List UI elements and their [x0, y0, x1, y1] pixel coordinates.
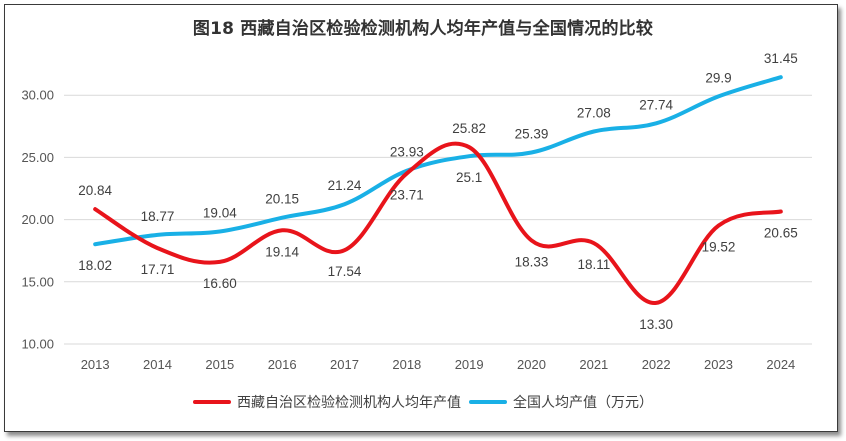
- line-layer: [93, 75, 783, 305]
- data-label-xizang-2019: 25.82: [452, 121, 486, 136]
- legend-swatch-xizang: [193, 400, 231, 404]
- data-label-xizang-2013: 20.84: [78, 183, 112, 198]
- data-label-xizang-2023: 19.52: [702, 240, 736, 255]
- data-label-national-2019: 25.1: [456, 170, 482, 185]
- x-tick-label-2023: 2023: [704, 357, 733, 372]
- legend-label-xizang: 西藏自治区检验检测机构人均年产值: [237, 395, 461, 411]
- axis-layer: 10.00 15.00 20.00 25.00 30.00 2013 2014 2015 201…: [21, 88, 795, 372]
- data-label-national-2021: 27.08: [577, 106, 611, 121]
- data-label-xizang-2017: 17.54: [328, 264, 362, 279]
- data-label-xizang-2014: 17.71: [141, 262, 175, 277]
- data-label-national-2013: 18.02: [78, 258, 112, 273]
- y-tick-label: 10.00: [21, 337, 54, 352]
- x-tick-label-2018: 2018: [392, 357, 421, 372]
- data-label-xizang-2020: 18.33: [515, 254, 549, 269]
- legend-item-xizang[interactable]: 西藏自治区检验检测机构人均年产值: [193, 392, 461, 412]
- data-label-national-2022: 27.74: [639, 97, 673, 112]
- grid-layer: [64, 94, 812, 345]
- chart-frame: [4, 4, 838, 432]
- data-label-national-2023: 29.9: [705, 70, 731, 85]
- x-tick-label-2017: 2017: [330, 357, 359, 372]
- x-tick-label-2022: 2022: [642, 357, 671, 372]
- x-tick-label-2024: 2024: [766, 357, 795, 372]
- data-label-national-2015: 19.04: [203, 206, 237, 221]
- legend-item-national[interactable]: 全国人均产值（万元）: [469, 392, 653, 412]
- x-tick-label-2013: 2013: [81, 357, 110, 372]
- data-label-xizang-2022: 13.30: [639, 317, 673, 332]
- chart-legend: 西藏自治区检验检测机构人均年产值 全国人均产值（万元）: [0, 392, 846, 412]
- x-tick-label-2015: 2015: [205, 357, 234, 372]
- series-line-national: [93, 75, 783, 247]
- data-label-national-2024: 31.45: [764, 51, 798, 66]
- y-tick-label: 20.00: [21, 212, 54, 227]
- y-tick-label: 30.00: [21, 88, 54, 103]
- data-label-xizang-2024: 20.65: [764, 226, 798, 241]
- x-tick-label-2019: 2019: [455, 357, 484, 372]
- x-tick-label-2014: 2014: [143, 357, 172, 372]
- y-tick-label: 25.00: [21, 150, 54, 165]
- chart-title: 图18 西藏自治区检验检测机构人均年产值与全国情况的比较: [192, 19, 654, 39]
- x-tick-label-2020: 2020: [517, 357, 546, 372]
- series-line-xizang: [93, 141, 783, 305]
- data-label-xizang-2018: 23.71: [390, 187, 424, 202]
- data-label-national-2016: 20.15: [265, 192, 299, 207]
- data-label-national-2018: 23.93: [390, 145, 424, 160]
- data-label-xizang-2016: 19.14: [265, 244, 299, 259]
- data-label-national-2014: 18.77: [141, 209, 175, 224]
- data-label-layer: 20.84 18.02 17.71 18.77 16.60 19.04 19.14 20.15…: [78, 51, 797, 332]
- y-tick-label: 15.00: [21, 274, 54, 289]
- data-label-national-2020: 25.39: [515, 127, 549, 142]
- data-label-national-2017: 21.24: [328, 178, 362, 193]
- data-label-xizang-2021: 18.11: [577, 257, 610, 272]
- legend-swatch-national: [469, 400, 507, 404]
- legend-label-national: 全国人均产值（万元）: [513, 395, 653, 411]
- x-tick-label-2021: 2021: [579, 357, 608, 372]
- data-label-xizang-2015: 16.60: [203, 276, 237, 291]
- x-tick-label-2016: 2016: [268, 357, 297, 372]
